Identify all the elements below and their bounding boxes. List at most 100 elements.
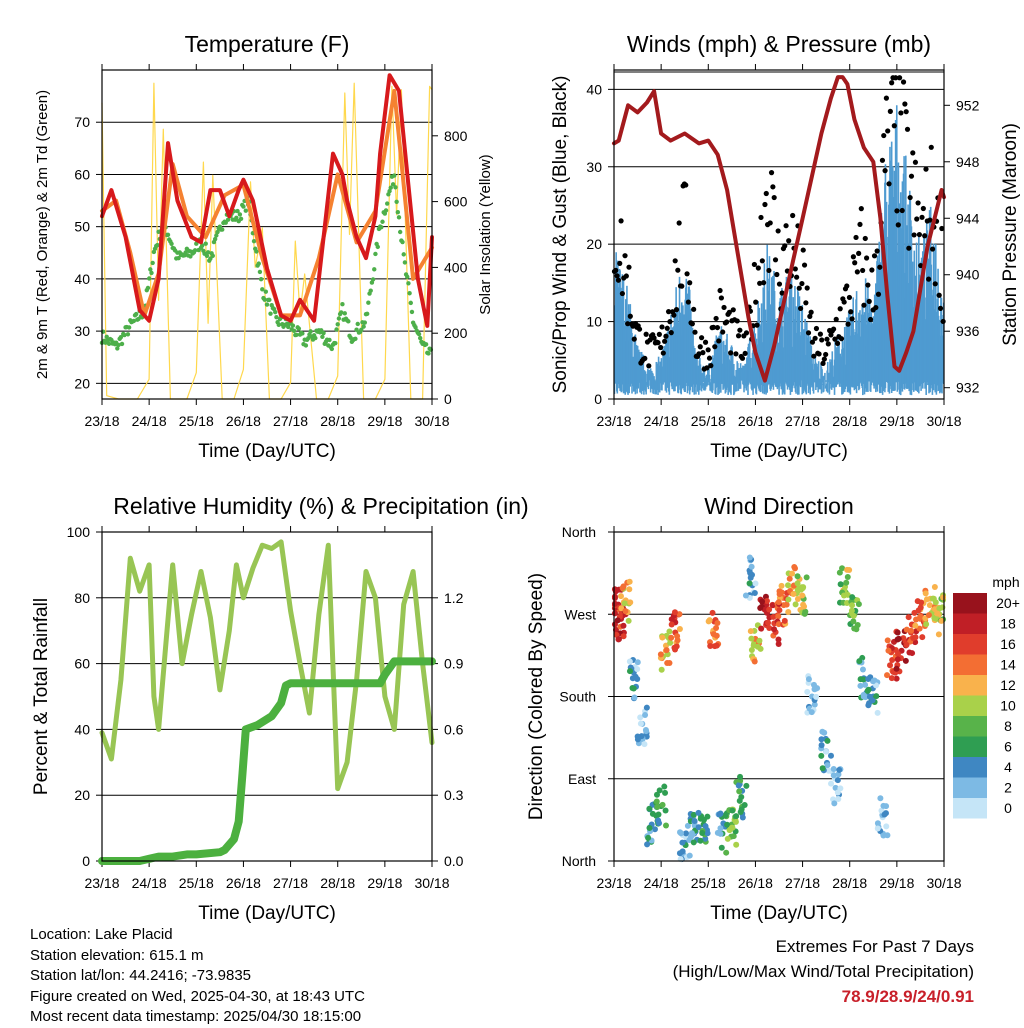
dewpoint-point — [258, 276, 264, 282]
direction-point — [732, 818, 739, 825]
gust-point — [903, 109, 909, 115]
direction-point — [883, 803, 890, 810]
y-tick-label: 40 — [74, 721, 90, 737]
dewpoint-point — [366, 300, 371, 305]
chart-panel-1: Temperature (F) Time (Day/UTC) 2m & 9m T (… — [34, 31, 494, 462]
dewpoint-point — [203, 241, 208, 246]
gust-point — [710, 324, 717, 330]
direction-point — [627, 599, 634, 606]
direction-point — [775, 613, 782, 620]
direction-point — [874, 825, 881, 832]
gust-point — [923, 166, 929, 172]
dewpoint-point — [334, 327, 339, 332]
legend-swatch — [953, 736, 987, 757]
direction-point — [748, 563, 755, 570]
dewpoint-point — [373, 251, 378, 257]
direction-point — [881, 811, 888, 818]
direction-point — [674, 637, 681, 644]
dewpoint-point — [257, 269, 263, 275]
direction-point — [619, 584, 626, 591]
direction-point — [733, 841, 740, 848]
direction-point — [932, 599, 939, 606]
legend-swatch — [953, 695, 987, 716]
direction-point — [794, 580, 801, 587]
direction-point — [676, 626, 683, 633]
direction-point — [724, 835, 731, 842]
direction-point — [748, 635, 755, 642]
gust-point — [771, 194, 777, 201]
direction-point — [894, 650, 901, 657]
gust-point — [811, 353, 817, 359]
gust-point — [754, 322, 760, 328]
direction-point — [765, 619, 772, 626]
dewpoint-point — [353, 336, 358, 342]
direction-point — [870, 678, 877, 685]
gust-point — [636, 326, 643, 332]
direction-point — [934, 610, 941, 617]
direction-point — [662, 789, 669, 796]
direction-point — [713, 624, 720, 631]
gust-point — [928, 144, 934, 150]
gust-point — [623, 273, 629, 279]
direction-point — [830, 766, 837, 773]
y-tick-label: 30 — [74, 323, 90, 339]
y-tick-label-right: 800 — [444, 128, 468, 144]
gust-point — [673, 307, 680, 313]
gust-point — [871, 253, 878, 259]
gust-point — [726, 309, 732, 315]
x-axis-label: Time (Day/UTC) — [198, 903, 336, 924]
dewpoint-point — [256, 261, 261, 266]
direction-point — [759, 598, 766, 605]
direction-point — [663, 647, 670, 654]
direction-point — [813, 693, 820, 700]
direction-point — [819, 728, 826, 735]
gust-point — [742, 350, 748, 357]
direction-point — [752, 580, 759, 587]
gust-point — [916, 231, 922, 238]
gust-point — [728, 350, 734, 356]
dewpoint-point — [370, 277, 376, 282]
direction-point — [737, 773, 744, 780]
dewpoint-point — [320, 334, 325, 340]
dewpoint-point — [361, 324, 366, 329]
x-tick-label: 24/18 — [132, 875, 167, 891]
gust-point — [672, 258, 678, 264]
direction-point — [614, 617, 621, 624]
direction-point — [923, 621, 930, 628]
x-tick-label: 30/18 — [926, 413, 961, 429]
gust-point — [850, 254, 856, 260]
dewpoint-point — [364, 311, 370, 317]
direction-point — [626, 668, 633, 675]
dewpoint-point — [393, 185, 398, 190]
gust-point — [720, 329, 726, 335]
dewpoint-point — [294, 332, 299, 338]
gust-point — [618, 218, 624, 224]
direction-point — [893, 665, 900, 672]
legend-label: 2 — [1004, 780, 1012, 796]
direction-point — [783, 601, 790, 608]
x-tick-label: 27/18 — [785, 875, 820, 891]
y-tick-label: North — [562, 853, 596, 869]
gust-point — [758, 214, 764, 221]
direction-point — [741, 802, 748, 809]
dewpoint-point — [237, 212, 243, 217]
direction-point — [663, 822, 670, 829]
direction-point — [739, 814, 746, 821]
y-tick-label: 50 — [74, 219, 90, 235]
y-tick-label-right: 400 — [444, 259, 468, 275]
gust-point — [819, 337, 825, 343]
chart-title: Relative Humidity (%) & Precipitation (i… — [113, 493, 528, 519]
gust-point — [631, 336, 637, 342]
gust-point — [800, 247, 806, 253]
direction-point — [860, 676, 867, 683]
dewpoint-point — [355, 321, 360, 327]
direction-point — [653, 791, 660, 798]
direction-point — [620, 633, 627, 640]
legend-label: 0 — [1004, 800, 1012, 816]
direction-point — [757, 605, 764, 612]
y-tick-label-right: 0.0 — [444, 853, 464, 869]
dewpoint-point — [276, 322, 281, 328]
direction-point — [887, 662, 894, 669]
extremes-subtitle: (High/Low/Max Wind/Total Precipitation) — [672, 962, 974, 981]
gust-point — [926, 276, 932, 282]
